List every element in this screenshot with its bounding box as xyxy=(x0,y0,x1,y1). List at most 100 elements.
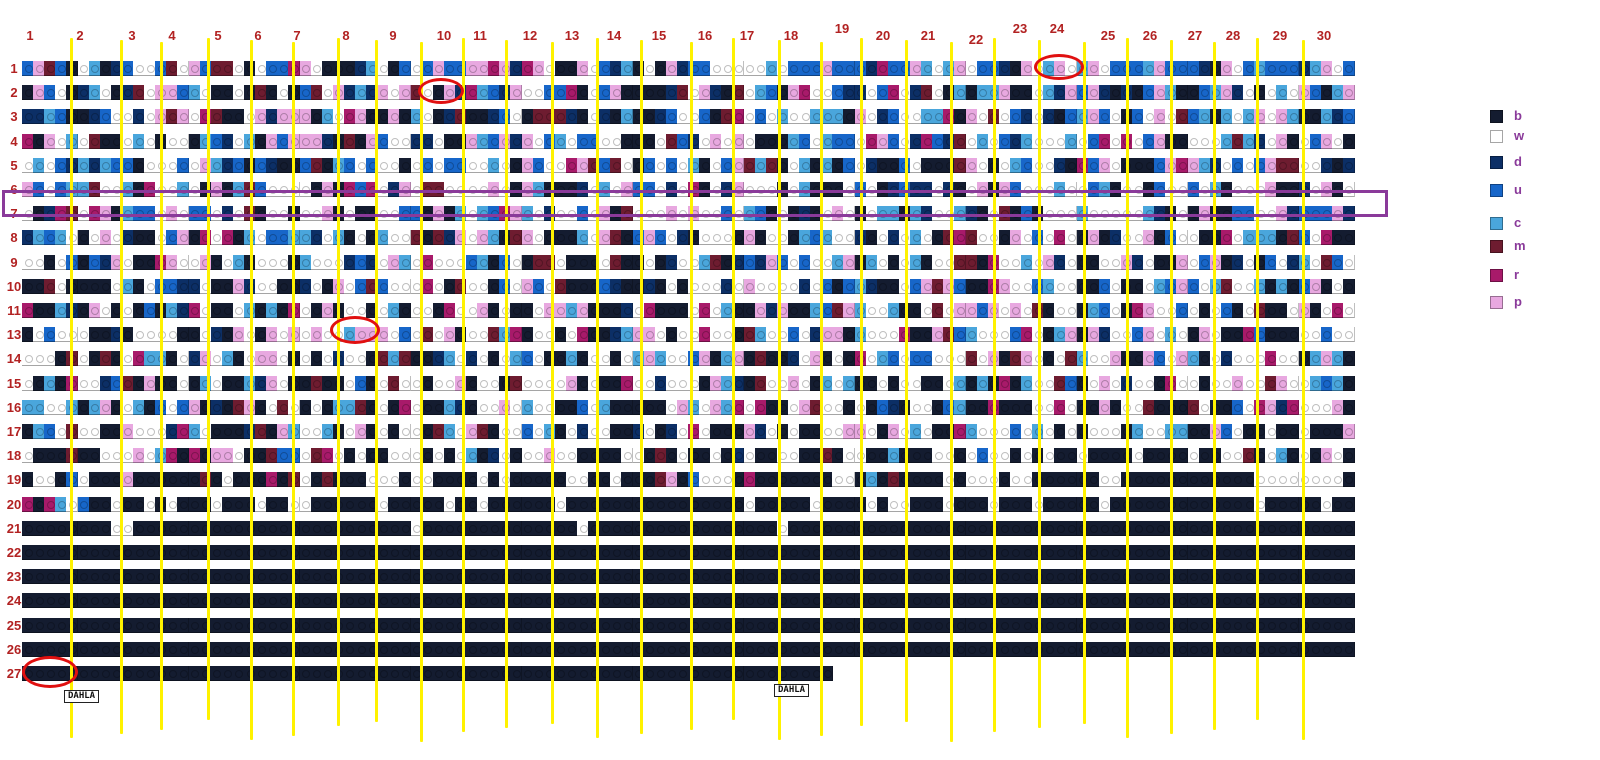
brick-cell xyxy=(277,61,290,76)
brick-cell xyxy=(1342,520,1355,536)
row-number-label: 17 xyxy=(6,424,22,439)
row-number-label: 7 xyxy=(10,206,18,222)
column-guide-line xyxy=(337,38,340,726)
brick-cell xyxy=(732,61,745,76)
brick-cell xyxy=(1342,496,1355,512)
row-number-label: 5 xyxy=(10,157,18,173)
row-number-label: 24 xyxy=(6,593,22,609)
row-number-label: 6 xyxy=(10,182,18,197)
brick-cell xyxy=(1342,157,1355,173)
column-number-label: 30 xyxy=(1316,28,1332,43)
column-guide-line xyxy=(551,42,554,724)
brick-cell xyxy=(266,61,279,76)
column-guide-line xyxy=(375,40,378,722)
column-guide-line xyxy=(1170,40,1173,734)
column-guide-line xyxy=(640,40,643,734)
column-number-label: 21 xyxy=(920,28,936,43)
brick-cell xyxy=(1342,375,1355,391)
row-number-label: 14 xyxy=(6,351,22,367)
legend-item: c xyxy=(1490,215,1570,231)
legend-item: d xyxy=(1490,154,1570,170)
legend-code-label: c xyxy=(1514,215,1522,230)
brick-cell xyxy=(1342,61,1355,76)
column-number-label: 27 xyxy=(1187,28,1203,43)
stamp-label: DAHLA xyxy=(774,684,810,697)
row-number-label: 16 xyxy=(6,399,22,415)
row-number-label: 22 xyxy=(6,545,22,560)
brick-cell xyxy=(1342,399,1355,415)
legend-swatch xyxy=(1490,217,1503,230)
legend-swatch xyxy=(1490,240,1503,253)
column-number-label: 24 xyxy=(1049,21,1065,36)
legend-code-label: r xyxy=(1514,267,1520,282)
legend-swatch xyxy=(1490,130,1503,143)
column-number-label: 8 xyxy=(342,28,350,43)
legend-swatch xyxy=(1490,110,1503,123)
column-number-label: 16 xyxy=(697,28,713,43)
column-number-label: 29 xyxy=(1272,28,1288,43)
stamp-label: DAHLA xyxy=(64,690,100,703)
row-number-label: 19 xyxy=(6,472,22,488)
column-number-label: 9 xyxy=(389,28,397,43)
brick-cell xyxy=(1342,109,1355,125)
column-number-label: 20 xyxy=(875,28,891,43)
row-highlight-box xyxy=(2,190,1388,217)
brick-cell xyxy=(1342,545,1355,560)
row-number-label: 4 xyxy=(10,133,18,149)
column-number-label: 1 xyxy=(26,28,34,43)
column-guide-line xyxy=(1213,42,1216,730)
row-number-label: 25 xyxy=(6,617,22,633)
brick-cell xyxy=(1342,641,1355,657)
column-number-label: 18 xyxy=(783,28,799,43)
row-number-label: 15 xyxy=(6,375,22,391)
row-number-label: 23 xyxy=(6,569,22,585)
legend-code-label: p xyxy=(1514,294,1522,309)
legend-item: w xyxy=(1490,128,1570,144)
legend-item: m xyxy=(1490,238,1570,254)
row-number-label: 1 xyxy=(10,61,18,76)
column-guide-line xyxy=(1038,40,1041,728)
legend-item: r xyxy=(1490,267,1570,283)
column-number-label: 22 xyxy=(968,32,984,47)
brick-cell xyxy=(1342,85,1355,101)
legend-code-label: m xyxy=(1514,238,1526,253)
column-number-label: 17 xyxy=(739,28,755,43)
legend-swatch xyxy=(1490,156,1503,169)
highlight-circle xyxy=(22,656,78,688)
column-guide-line xyxy=(70,38,73,738)
brick-cell xyxy=(1342,593,1355,609)
column-guide-line xyxy=(860,38,863,726)
legend-swatch xyxy=(1490,184,1503,197)
legend-swatch xyxy=(1490,296,1503,309)
brick-cell xyxy=(1342,133,1355,149)
legend-item: b xyxy=(1490,108,1570,124)
column-guide-line xyxy=(1302,40,1305,740)
column-guide-line xyxy=(732,38,735,720)
brick-cell xyxy=(144,61,157,76)
row-number-label: 27 xyxy=(6,666,22,681)
row-number-label: 10 xyxy=(6,278,22,294)
brick-cell xyxy=(610,61,623,76)
column-guide-line xyxy=(820,42,823,736)
column-guide-line xyxy=(207,38,210,720)
brick-cell xyxy=(1342,254,1355,270)
column-number-label: 14 xyxy=(606,28,622,43)
column-number-label: 5 xyxy=(214,28,222,43)
column-number-label: 23 xyxy=(1012,21,1028,36)
row-number-label: 21 xyxy=(6,520,22,536)
column-guide-line xyxy=(1126,38,1129,738)
legend-code-label: b xyxy=(1514,108,1522,123)
legend-item: p xyxy=(1490,294,1570,310)
column-number-label: 15 xyxy=(651,28,667,43)
brick-cell xyxy=(1342,617,1355,633)
column-number-label: 26 xyxy=(1142,28,1158,43)
legend-swatch xyxy=(1490,269,1503,282)
brick-cell xyxy=(1342,448,1355,464)
column-number-label: 11 xyxy=(473,28,487,43)
row-number-label: 20 xyxy=(6,496,22,512)
highlight-circle xyxy=(330,316,380,344)
column-guide-line xyxy=(120,40,123,734)
column-guide-line xyxy=(505,40,508,728)
column-number-label: 10 xyxy=(436,28,452,43)
brick-cell xyxy=(1342,472,1355,488)
